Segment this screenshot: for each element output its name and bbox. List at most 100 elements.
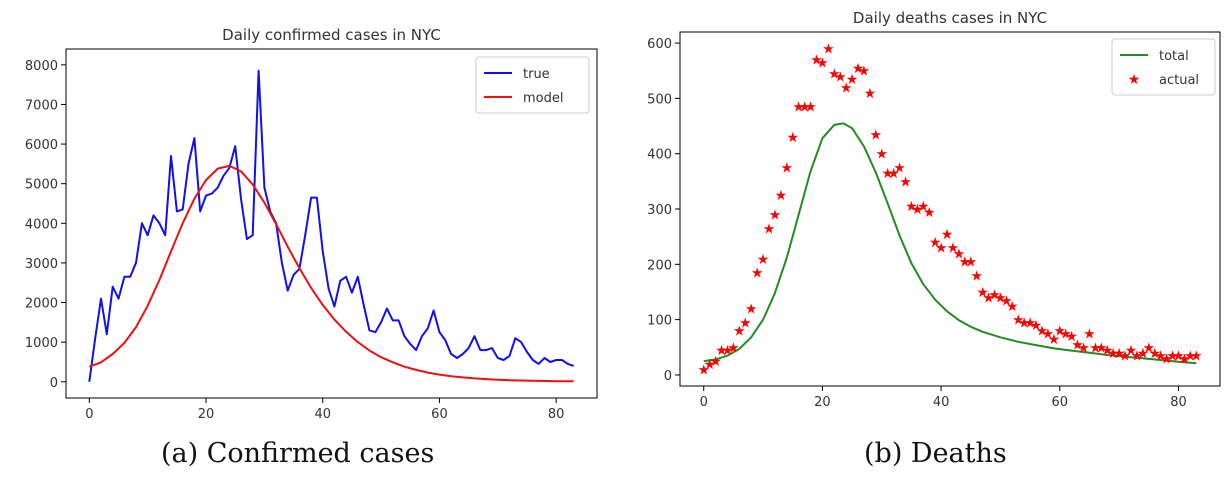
y-tick-label: 8000 bbox=[25, 59, 58, 74]
data-point: ★ bbox=[792, 100, 805, 116]
data-point: ★ bbox=[703, 357, 716, 373]
y-tick-label: 200 bbox=[647, 258, 672, 273]
chart-legend: true model bbox=[475, 56, 590, 114]
data-point: ★ bbox=[1095, 340, 1108, 356]
data-point: ★ bbox=[864, 86, 877, 102]
data-point: ★ bbox=[1101, 343, 1114, 359]
data-point: ★ bbox=[739, 315, 752, 331]
data-point: ★ bbox=[721, 343, 734, 359]
data-point: ★ bbox=[757, 252, 770, 268]
y-tick-label: 300 bbox=[647, 203, 672, 218]
data-point: ★ bbox=[1059, 326, 1072, 342]
data-point: ★ bbox=[1131, 349, 1144, 365]
data-point: ★ bbox=[1030, 318, 1043, 334]
data-point: ★ bbox=[715, 343, 728, 359]
data-point: ★ bbox=[1000, 293, 1013, 309]
data-point: ★ bbox=[1071, 338, 1084, 354]
y-tick-label: 2000 bbox=[25, 297, 58, 312]
data-point: ★ bbox=[1160, 351, 1173, 367]
data-point: ★ bbox=[810, 53, 823, 69]
data-point: ★ bbox=[1083, 326, 1096, 342]
data-point: ★ bbox=[763, 221, 776, 237]
series-line-model bbox=[88, 164, 574, 383]
data-point: ★ bbox=[1113, 346, 1126, 362]
legend-marker-actual: ★ bbox=[1128, 72, 1141, 88]
data-point: ★ bbox=[775, 188, 788, 204]
y-tick-label: 5000 bbox=[25, 178, 58, 193]
data-point: ★ bbox=[970, 268, 983, 284]
data-point: ★ bbox=[959, 255, 972, 271]
y-tick-label: 500 bbox=[647, 92, 672, 107]
data-point: ★ bbox=[881, 166, 894, 182]
y-tick-label: 6000 bbox=[25, 138, 58, 153]
data-point: ★ bbox=[709, 354, 722, 370]
data-point: ★ bbox=[852, 61, 865, 77]
x-tick-label: 60 bbox=[1052, 395, 1069, 410]
data-point: ★ bbox=[1048, 332, 1061, 348]
legend-label-actual: actual bbox=[1159, 73, 1199, 88]
data-point: ★ bbox=[733, 324, 746, 340]
caption-deaths: (b) Deaths bbox=[864, 438, 1007, 469]
chart-legend: total ★ actual bbox=[1111, 38, 1216, 96]
data-point: ★ bbox=[1089, 340, 1102, 356]
data-point: ★ bbox=[745, 302, 758, 318]
data-point: ★ bbox=[1148, 346, 1161, 362]
data-point: ★ bbox=[1006, 299, 1019, 315]
series-points-actual: ★★★★★★★★★★★★★★★★★★★★★★★★★★★★★★★★★★★★★★★★… bbox=[697, 42, 1202, 379]
deaths-chart-panel: Daily deaths cases in NYC ★ ★ ★ ★ ★ ★ ★ ★ ★ ★ ★ ★ ★ ★ ★… bbox=[614, 0, 1228, 501]
data-point: ★ bbox=[1172, 349, 1185, 365]
series-line-true bbox=[88, 69, 575, 382]
data-point: ★ bbox=[1143, 340, 1156, 356]
x-tick-label: 40 bbox=[314, 407, 331, 422]
data-point: ★ bbox=[1053, 324, 1066, 340]
x-tick-label: 20 bbox=[814, 395, 831, 410]
data-point: ★ bbox=[1077, 340, 1090, 356]
data-point: ★ bbox=[846, 72, 859, 88]
data-point: ★ bbox=[875, 147, 888, 163]
data-point: ★ bbox=[828, 66, 841, 82]
data-point: ★ bbox=[923, 205, 936, 221]
data-point: ★ bbox=[1184, 349, 1197, 365]
series-line-total bbox=[703, 122, 1197, 365]
data-point: ★ bbox=[1137, 346, 1150, 362]
x-tick-label: 80 bbox=[548, 407, 565, 422]
data-point: ★ bbox=[1154, 349, 1167, 365]
data-point: ★ bbox=[1178, 351, 1191, 367]
x-tick-label: 40 bbox=[933, 395, 950, 410]
chart-title: Daily confirmed cases in NYC bbox=[222, 26, 441, 44]
caption-confirmed-cases: (a) Confirmed cases bbox=[161, 438, 435, 469]
data-point: ★ bbox=[994, 291, 1007, 307]
data-point: ★ bbox=[982, 291, 995, 307]
x-tick-label: 60 bbox=[431, 407, 448, 422]
data-point: ★ bbox=[786, 130, 799, 146]
x-tick-label: 0 bbox=[700, 395, 708, 410]
legend-label-model: model bbox=[523, 91, 563, 106]
data-point: ★ bbox=[1065, 329, 1078, 345]
y-tick-label: 600 bbox=[647, 37, 672, 52]
data-point: ★ bbox=[1012, 313, 1025, 329]
data-point: ★ bbox=[751, 266, 764, 282]
data-point: ★ bbox=[858, 64, 871, 80]
data-point: ★ bbox=[840, 80, 853, 96]
legend-frame bbox=[475, 56, 590, 114]
confirmed-cases-chart: Daily confirmed cases in NYC 0 20 40 60 80 0 10… bbox=[25, 26, 598, 422]
legend-frame bbox=[1111, 38, 1216, 96]
data-point: ★ bbox=[1036, 324, 1049, 340]
data-point: ★ bbox=[947, 241, 960, 257]
data-point: ★ bbox=[1024, 315, 1037, 331]
data-point: ★ bbox=[1119, 349, 1132, 365]
data-point: ★ bbox=[697, 362, 710, 378]
y-tick-label: 0 bbox=[664, 369, 672, 384]
data-point: ★ bbox=[781, 161, 794, 177]
data-point: ★ bbox=[798, 100, 811, 116]
data-point: ★ bbox=[964, 255, 977, 271]
data-point: ★ bbox=[941, 227, 954, 243]
x-tick-label: 0 bbox=[85, 407, 93, 422]
data-point: ★ bbox=[816, 55, 829, 71]
y-tick-label: 100 bbox=[647, 314, 672, 329]
data-point: ★ bbox=[899, 174, 912, 190]
data-point: ★ bbox=[911, 202, 924, 218]
data-point: ★ bbox=[887, 166, 900, 182]
data-point: ★ bbox=[1166, 349, 1179, 365]
data-point: ★ bbox=[1125, 343, 1138, 359]
